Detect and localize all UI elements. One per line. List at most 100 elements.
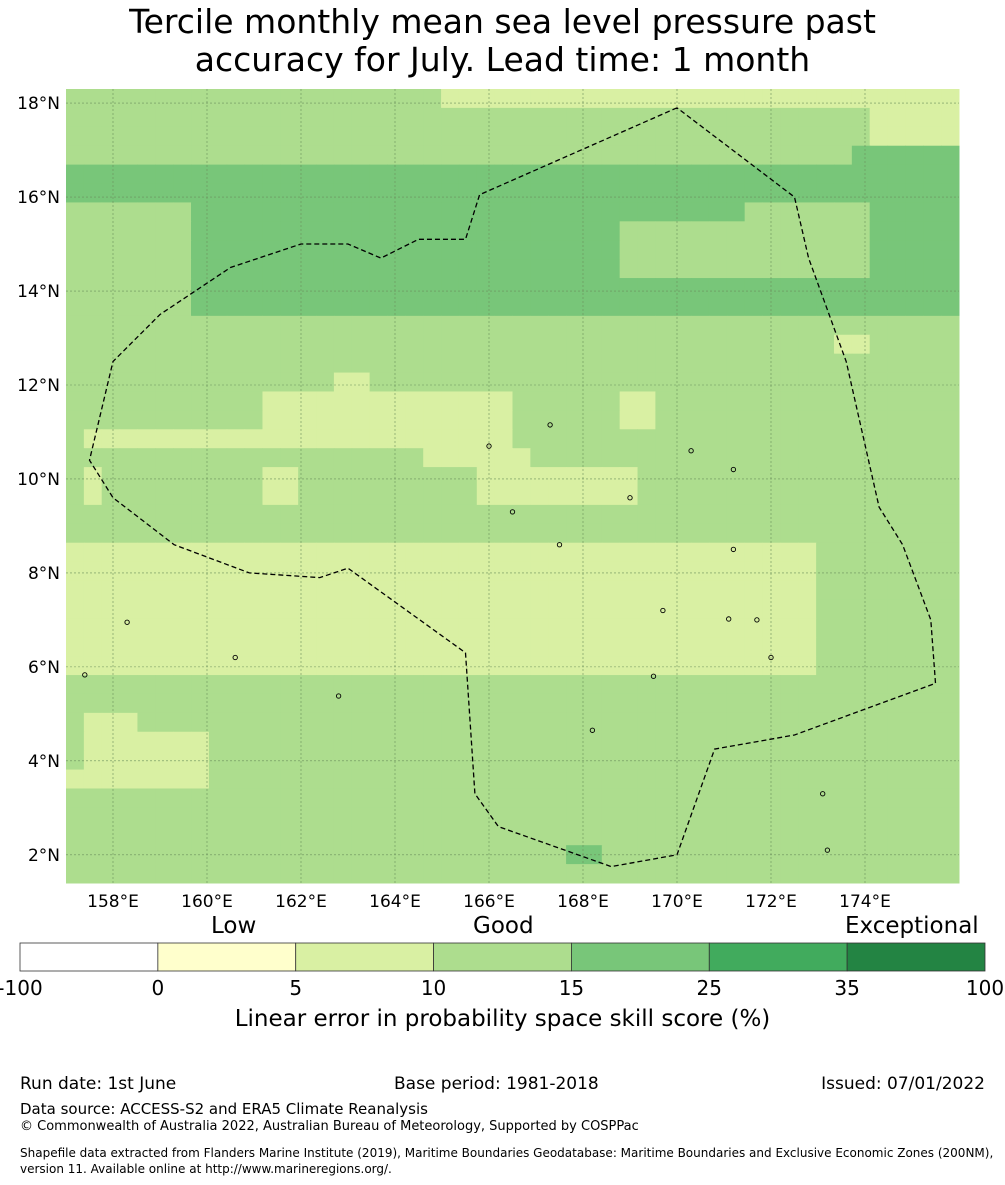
skill-cell [226, 259, 246, 279]
skill-cell [673, 89, 692, 109]
skill-cell [458, 467, 478, 487]
skill-cell [66, 599, 85, 619]
skill-cell [155, 675, 174, 695]
skill-cell [298, 334, 317, 355]
skill-cell [226, 693, 246, 714]
skill-cell [619, 637, 639, 657]
skill-cell [905, 807, 924, 827]
skill-cell [673, 542, 692, 563]
skill-cell [369, 712, 388, 733]
skill-cell [191, 391, 210, 411]
skill-cell [423, 107, 442, 128]
skill-cell [833, 580, 853, 600]
skill-cell [887, 296, 906, 317]
skill-cell [476, 618, 496, 638]
skill-cell [83, 561, 103, 582]
lon-tick-label: 158°E [87, 892, 139, 910]
skill-cell [744, 656, 764, 676]
skill-cell [816, 259, 835, 279]
skill-cell [280, 599, 299, 619]
skill-cell [673, 353, 692, 374]
skill-cell [691, 429, 710, 449]
skill-cell [833, 448, 853, 468]
skill-cell [744, 372, 764, 392]
skill-cell [423, 278, 442, 298]
skill-cell [101, 864, 121, 884]
skill-cell [798, 259, 817, 279]
skill-cell [423, 693, 442, 714]
skill-cell [816, 372, 835, 392]
skill-cell [119, 183, 138, 203]
skill-cell [423, 372, 442, 392]
skill-cell [119, 637, 138, 657]
island-outline [726, 616, 732, 622]
skill-cell [173, 599, 192, 619]
skill-cell [941, 656, 960, 676]
skill-cell [530, 126, 549, 147]
skill-cell [708, 693, 728, 714]
skill-cell [441, 675, 460, 695]
skill-cell [387, 599, 406, 619]
skill-cell [601, 542, 621, 563]
skill-cell [298, 448, 317, 468]
skill-cell [83, 486, 103, 506]
skill-cell [226, 542, 246, 563]
skill-cell [423, 750, 442, 771]
skill-cell [173, 637, 192, 657]
skill-cell [83, 183, 103, 203]
skill-cell [833, 693, 853, 714]
skill-cell [655, 410, 674, 430]
skill-cell [137, 221, 156, 241]
skill-cell [816, 107, 835, 128]
skill-cell [316, 429, 335, 449]
skill-cell [316, 618, 335, 638]
skill-cell [548, 693, 567, 714]
skill-cell [351, 259, 371, 279]
skill-cell [262, 448, 281, 468]
skill-cell [101, 391, 121, 411]
skill-cell [691, 372, 710, 392]
skill-cell [476, 788, 496, 808]
skill-cell [816, 618, 835, 638]
skill-cell [583, 221, 603, 241]
skill-cell [155, 769, 174, 789]
skill-cell [298, 391, 317, 411]
skill-cell [244, 599, 263, 619]
skill-cell [869, 372, 889, 392]
skill-cell [923, 504, 942, 525]
skill-cell [66, 126, 85, 147]
skill-cell [691, 353, 710, 374]
skill-cell [423, 864, 442, 884]
skill-cell [691, 656, 710, 676]
skill-cell [726, 315, 746, 336]
skill-cell [476, 334, 496, 355]
skill-cell [691, 296, 710, 317]
skill-cell [494, 259, 513, 279]
data-source: Data source: ACCESS-S2 and ERA5 Climate … [20, 1100, 428, 1118]
skill-cell [173, 750, 192, 771]
skill-cell [816, 126, 835, 147]
skill-cell [530, 750, 549, 771]
skill-cell [316, 864, 335, 884]
skill-cell [387, 183, 406, 203]
skill-cell [941, 278, 960, 298]
skill-cell [655, 523, 674, 544]
skill-cell [494, 731, 513, 752]
skill-cell [423, 126, 442, 147]
skill-cell [601, 656, 621, 676]
skill-cell [673, 240, 692, 260]
skill-cell [405, 372, 424, 392]
skill-cell [173, 353, 192, 374]
skill-cell [137, 864, 156, 884]
skill-cell [798, 731, 817, 752]
skill-cell [833, 202, 853, 222]
skill-cell [262, 693, 281, 714]
skill-cell [351, 410, 371, 430]
skill-cell [208, 259, 228, 279]
skill-cell [83, 580, 103, 600]
skill-cell [155, 353, 174, 374]
skill-cell [726, 259, 746, 279]
skill-cell [637, 391, 656, 411]
skill-cell [405, 618, 424, 638]
skill-cell [619, 315, 639, 336]
